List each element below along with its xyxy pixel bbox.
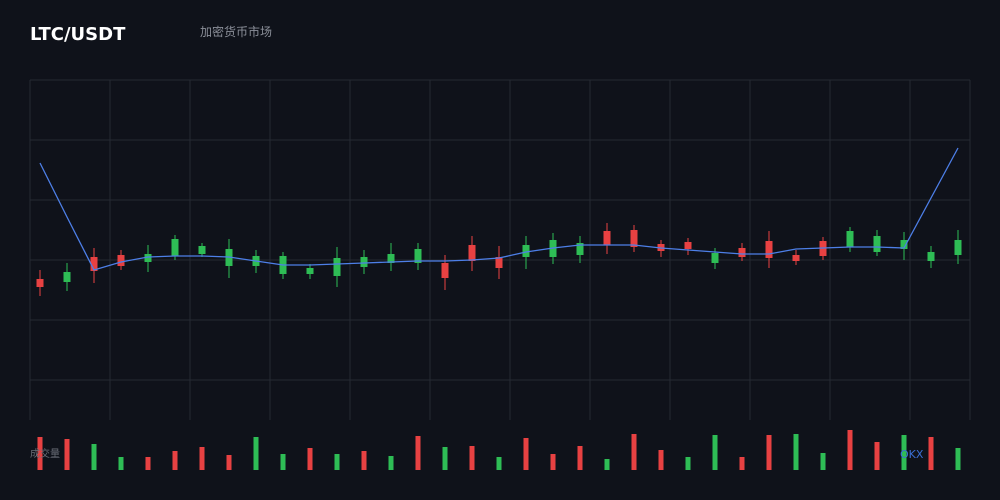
candle-body (441, 263, 449, 278)
volume-bar (523, 438, 529, 470)
volume-bar (37, 437, 43, 470)
volume-bar (307, 448, 313, 470)
volume-bar (64, 439, 70, 470)
volume-bar (361, 451, 367, 470)
ma-line (39, 147, 959, 271)
candle-body (792, 255, 800, 261)
volume-bar (631, 434, 637, 470)
volume-bar (820, 453, 826, 470)
volume-bar (577, 446, 583, 470)
candle-body (36, 279, 44, 287)
candle-body (765, 241, 773, 258)
volume-bar (226, 455, 232, 470)
volume-bar (793, 434, 799, 470)
candle-body (495, 257, 503, 268)
candle-body (144, 254, 152, 262)
candle-body (711, 253, 719, 263)
volume-bar (334, 454, 340, 470)
volume-bar (199, 447, 205, 470)
candle-body (684, 242, 692, 249)
volume-bar (955, 448, 961, 470)
candle-body (576, 243, 584, 255)
candle-body (306, 268, 314, 274)
candle-body (387, 254, 395, 263)
candle-body (198, 246, 206, 254)
candle-body (468, 245, 476, 261)
volume-bar (415, 436, 421, 470)
chart-subtitle: 加密货币市场 (200, 24, 272, 39)
volume-bar (604, 459, 610, 470)
volume-bar (280, 454, 286, 470)
candle-body (414, 249, 422, 263)
candle-body (90, 257, 98, 271)
brand: OKX (900, 448, 924, 461)
candle-body (63, 272, 71, 282)
marks (36, 147, 962, 470)
candle-body (846, 231, 854, 247)
grid (29, 79, 971, 420)
volume-bar (874, 442, 880, 470)
candle-body (522, 245, 530, 257)
volume-bar (496, 457, 502, 470)
volume-bar (766, 435, 772, 470)
volume-bar (712, 435, 718, 470)
candle-body (171, 239, 179, 256)
volume-bar (469, 446, 475, 470)
candle-body (117, 255, 125, 266)
volume-bar (118, 457, 124, 470)
candle-body (927, 252, 935, 261)
volume-bar (388, 456, 394, 470)
candle-body (873, 236, 881, 252)
volume-bar (172, 451, 178, 470)
volume-bar (901, 435, 907, 470)
candle-body (954, 240, 962, 255)
candle-body (603, 231, 611, 245)
volume-bar (685, 457, 691, 470)
volume-bar (442, 447, 448, 470)
candle-body (900, 240, 908, 249)
volume-bar (928, 437, 934, 470)
volume-bar (91, 444, 97, 470)
chart-title: LTC/USDT (30, 24, 126, 45)
candle-body (333, 258, 341, 276)
candle-body (630, 230, 638, 247)
volume-bar (253, 437, 259, 470)
volume-bar (550, 454, 556, 470)
volume-bar (739, 457, 745, 470)
volume-bar (658, 450, 664, 470)
volume-label: 成交量 (30, 447, 60, 460)
candle-body (360, 257, 368, 267)
volume-bar (847, 430, 853, 470)
candle-body (738, 248, 746, 257)
volume-bar (145, 457, 151, 470)
